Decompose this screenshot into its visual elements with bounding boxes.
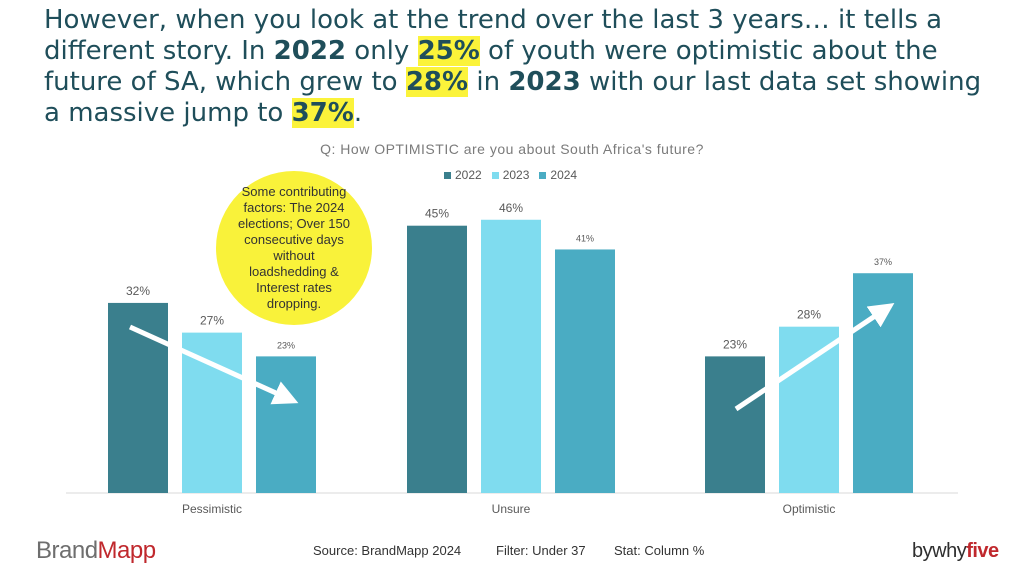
legend-item-2024: 2024 (539, 168, 577, 182)
data-label-optimistic-2022: 23% (723, 337, 747, 351)
bar-pessimistic-2022 (108, 302, 168, 493)
headline: However, when you look at the trend over… (44, 5, 1004, 129)
x-tick-label-unsure: Unsure (492, 502, 531, 516)
brandmapp-logo: BrandMapp (36, 537, 156, 565)
headline-highlight-25: 25% (417, 36, 480, 66)
headline-text-6: . (353, 98, 363, 128)
source-note: Source: BrandMapp 2024 (313, 543, 462, 558)
headline-year-2023: 2023 (508, 67, 581, 97)
upward-trend-arrow (734, 303, 895, 412)
data-label-pessimistic-2024: 23% (277, 340, 295, 350)
headline-text-3: of youth were optimistic about the futur… (44, 36, 938, 97)
data-label-unsure-2022: 45% (425, 207, 449, 221)
filter-note: Filter: Under 37 (496, 543, 586, 558)
legend-swatch-2022 (444, 171, 451, 179)
bar-optimistic-2023 (779, 326, 839, 493)
headline-highlight-28: 28% (405, 67, 469, 97)
headline-text-4: in (468, 67, 509, 97)
legend-swatch-2023 (491, 171, 499, 179)
legend-swatch-2024 (539, 171, 547, 179)
brandmapp-logo-part2: Mapp (97, 537, 157, 564)
headline-highlight-37: 37% (291, 98, 354, 128)
bar-unsure-2023 (481, 219, 541, 493)
bar-optimistic-2022 (705, 356, 765, 493)
legend-item-2022: 2022 (444, 168, 482, 182)
x-tick-label-pessimistic: Pessimistic (182, 502, 242, 516)
data-label-pessimistic-2022: 32% (126, 284, 150, 298)
bar-pessimistic-2024 (256, 356, 316, 493)
headline-text-2: only (346, 36, 418, 66)
callout-text: Some contributing factors: The 2024 elec… (237, 184, 350, 311)
downward-trend-arrow (128, 324, 299, 405)
headline-year-2022: 2022 (273, 36, 347, 66)
brandmapp-logo-part1: Brand (36, 537, 98, 564)
legend-label-2022: 2022 (455, 168, 482, 182)
chart-legend: 2022 2023 2024 (444, 167, 587, 183)
callout-bubble: Some contributing factors: The 2024 elec… (216, 171, 372, 325)
chart-title: Q: How OPTIMISTIC are you about South Af… (320, 141, 704, 157)
bywhyfive-logo: bywhyfive (912, 540, 999, 563)
bar-unsure-2024 (555, 249, 615, 493)
headline-text-1: However, when you look at the trend over… (44, 5, 943, 66)
stat-note: Stat: Column % (614, 543, 705, 558)
data-label-optimistic-2023: 28% (797, 308, 821, 322)
legend-label-2023: 2023 (502, 168, 530, 182)
legend-label-2024: 2024 (550, 168, 578, 182)
legend-item-2023: 2023 (491, 168, 530, 182)
bar-optimistic-2024 (853, 273, 913, 493)
bar-pessimistic-2023 (182, 332, 242, 493)
data-label-optimistic-2024: 37% (874, 257, 892, 267)
x-tick-label-optimistic: Optimistic (783, 502, 836, 516)
data-label-unsure-2024: 41% (576, 233, 594, 243)
data-label-unsure-2023: 46% (499, 201, 523, 215)
bywhyfive-logo-part2: five (966, 540, 999, 562)
data-label-pessimistic-2023: 27% (200, 314, 224, 328)
headline-text-5: with our last data set showing a massive… (44, 67, 982, 128)
bar-unsure-2022 (407, 225, 467, 493)
bywhyfive-logo-part1: bywhy (912, 540, 967, 562)
